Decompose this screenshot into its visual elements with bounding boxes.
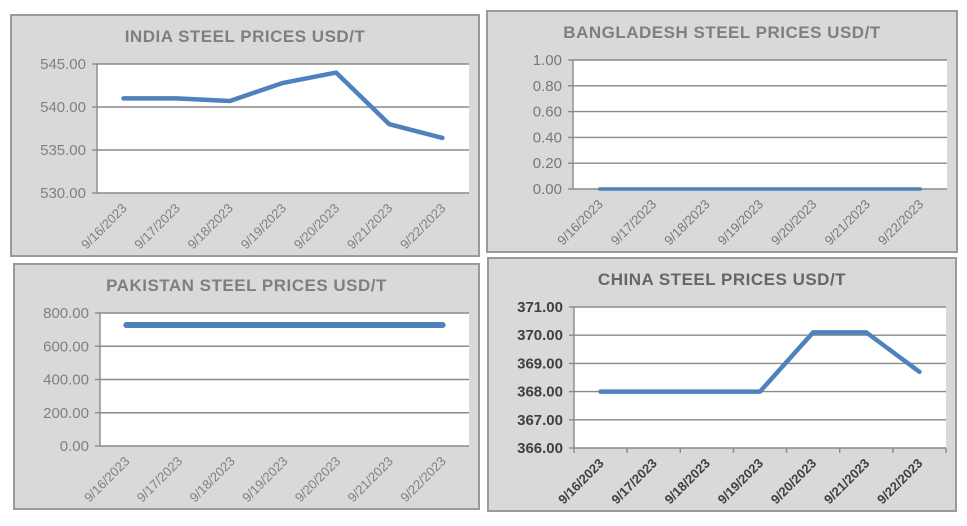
svg-text:1.00: 1.00 xyxy=(533,54,562,69)
bangladesh-chart-panel[interactable]: BANGLADESH STEEL PRICES USD/T 0.00 0.20 0.… xyxy=(486,10,958,253)
china-chart-panel[interactable]: CHINA STEEL PRICES USD/T 366.00 367.00 368… xyxy=(487,257,957,512)
svg-text:545.00: 545.00 xyxy=(40,58,86,73)
svg-text:530.00: 530.00 xyxy=(40,185,86,202)
svg-text:9/19/2023: 9/19/2023 xyxy=(715,456,767,508)
svg-text:9/18/2023: 9/18/2023 xyxy=(184,201,236,253)
svg-text:9/19/2023: 9/19/2023 xyxy=(239,454,291,506)
svg-text:9/16/2023: 9/16/2023 xyxy=(555,456,607,508)
svg-text:9/22/2023: 9/22/2023 xyxy=(397,201,449,253)
china-price-line-chart: 366.00 367.00 368.00 369.00 370.00 371.00 9/16… xyxy=(517,301,947,508)
india-price-line-chart: 530.00 535.00 540.00 545.00 9/16/2023 9/17/20… xyxy=(40,58,469,253)
svg-text:535.00: 535.00 xyxy=(40,142,86,159)
svg-text:0.00: 0.00 xyxy=(533,181,562,198)
svg-text:9/16/2023: 9/16/2023 xyxy=(78,201,130,253)
svg-text:0.60: 0.60 xyxy=(533,104,562,121)
svg-text:9/22/2023: 9/22/2023 xyxy=(874,456,926,508)
svg-text:9/16/2023: 9/16/2023 xyxy=(554,197,606,249)
svg-text:540.00: 540.00 xyxy=(40,99,86,116)
svg-text:0.40: 0.40 xyxy=(533,129,562,146)
china-chart-title: CHINA STEEL PRICES USD/T xyxy=(597,270,847,289)
svg-text:9/18/2023: 9/18/2023 xyxy=(661,197,713,249)
svg-text:800.00: 800.00 xyxy=(43,307,89,322)
pakistan-chart-title: PAKISTAN STEEL PRICES USD/T xyxy=(106,276,387,295)
india-chart-panel[interactable]: INDIA STEEL PRICES USD/T 530.00 535.00 540… xyxy=(10,14,480,257)
svg-text:9/16/2023: 9/16/2023 xyxy=(81,454,133,506)
svg-text:369.00: 369.00 xyxy=(517,355,563,372)
svg-text:400.00: 400.00 xyxy=(43,372,89,389)
svg-text:9/21/2023: 9/21/2023 xyxy=(821,456,873,508)
svg-text:9/21/2023: 9/21/2023 xyxy=(344,201,396,253)
svg-text:9/22/2023: 9/22/2023 xyxy=(875,197,927,249)
svg-text:9/18/2023: 9/18/2023 xyxy=(661,456,713,508)
svg-text:0.80: 0.80 xyxy=(533,78,562,95)
svg-text:370.00: 370.00 xyxy=(517,327,563,344)
svg-text:9/17/2023: 9/17/2023 xyxy=(131,201,183,253)
india-chart-title: INDIA STEEL PRICES USD/T xyxy=(124,27,366,46)
svg-text:9/19/2023: 9/19/2023 xyxy=(238,201,290,253)
svg-text:9/17/2023: 9/17/2023 xyxy=(608,197,660,249)
svg-text:9/20/2023: 9/20/2023 xyxy=(291,201,343,253)
svg-text:9/17/2023: 9/17/2023 xyxy=(608,456,660,508)
bangladesh-chart-title: BANGLADESH STEEL PRICES USD/T xyxy=(563,23,881,42)
svg-text:600.00: 600.00 xyxy=(43,338,89,355)
svg-text:9/20/2023: 9/20/2023 xyxy=(768,456,820,508)
svg-text:200.00: 200.00 xyxy=(43,405,89,422)
svg-text:0.00: 0.00 xyxy=(60,438,89,455)
pakistan-chart-panel[interactable]: PAKISTAN STEEL PRICES USD/T 0.00 200.00 40… xyxy=(13,263,480,510)
svg-text:9/17/2023: 9/17/2023 xyxy=(134,454,186,506)
svg-text:9/20/2023: 9/20/2023 xyxy=(292,454,344,506)
svg-text:9/20/2023: 9/20/2023 xyxy=(768,197,820,249)
svg-text:9/19/2023: 9/19/2023 xyxy=(715,197,767,249)
svg-text:367.00: 367.00 xyxy=(517,412,563,429)
svg-text:9/21/2023: 9/21/2023 xyxy=(345,454,397,506)
svg-text:368.00: 368.00 xyxy=(517,384,563,401)
bangladesh-price-line-chart: 0.00 0.20 0.40 0.60 0.80 1.00 9/16/2023 9/17/20… xyxy=(533,54,947,249)
svg-text:9/22/2023: 9/22/2023 xyxy=(397,454,449,506)
svg-text:0.20: 0.20 xyxy=(533,155,562,172)
svg-text:9/21/2023: 9/21/2023 xyxy=(821,197,873,249)
svg-text:366.00: 366.00 xyxy=(517,440,563,457)
svg-text:371.00: 371.00 xyxy=(517,301,563,316)
svg-text:9/18/2023: 9/18/2023 xyxy=(186,454,238,506)
